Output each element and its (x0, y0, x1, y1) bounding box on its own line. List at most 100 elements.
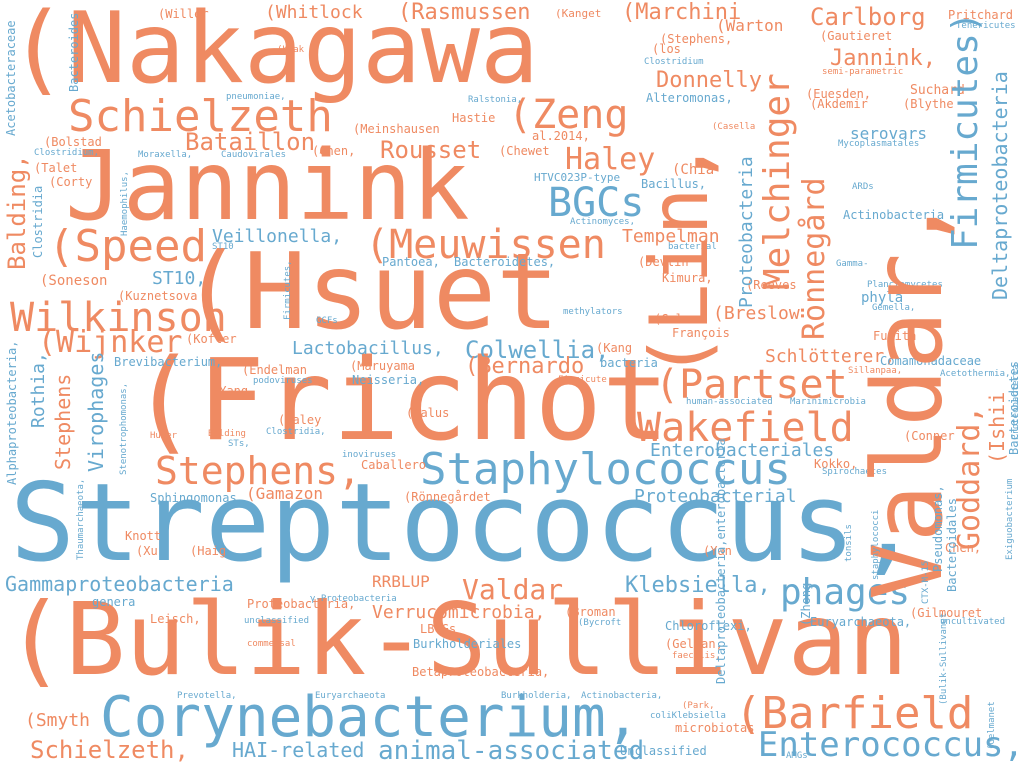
cloud-word: (Barfield (735, 688, 974, 739)
cloud-word: Acetobacteraceae (4, 20, 18, 136)
cloud-word: Alphaproteobacteria, (5, 340, 19, 486)
cloud-word: (Soneson (40, 273, 108, 289)
cloud-word: Clostridium, (34, 148, 100, 158)
cloud-word: (Gelman, (665, 637, 723, 651)
cloud-word: Streptococcus, (10, 461, 921, 586)
cloud-word: semi-parametric (822, 67, 904, 77)
cloud-word: (Park, (682, 701, 715, 711)
cloud-word: Exiguobacterium (1005, 478, 1015, 560)
cloud-word: HAI-related (232, 738, 365, 762)
cloud-word: bacterial (668, 242, 717, 252)
cloud-word: Burkholderia, (501, 691, 572, 701)
cloud-word: (Nakagawa (8, 0, 540, 106)
cloud-word: Rousset (380, 136, 482, 164)
cloud-word: podoviruses (253, 376, 313, 386)
cloud-word: ST10, (152, 268, 207, 289)
cloud-word: (Bernardo (465, 354, 585, 379)
cloud-word: (Rasmussen (398, 0, 531, 25)
cloud-word: tonsils (844, 524, 854, 562)
cloud-word: γ-Proteobacteria (310, 594, 397, 604)
cloud-word: phages (780, 572, 911, 613)
cloud-word: Balding (208, 429, 246, 439)
cloud-word: Prevotella, (177, 691, 237, 701)
cloud-word: (Kofler (186, 332, 237, 346)
cloud-word: Mycoplasmatales (838, 139, 920, 149)
cloud-word: ARDs (852, 182, 874, 192)
cloud-word: (Zhong (799, 582, 813, 626)
cloud-word: Knott (125, 529, 162, 543)
cloud-word: (Willer (158, 7, 209, 21)
cloud-word: Haemophilus, (120, 170, 130, 236)
cloud-word: (Kwak (277, 45, 305, 55)
cloud-word: Chloroflexi, (665, 619, 752, 633)
cloud-word: Enterobacteriales (650, 440, 835, 461)
cloud-word: Suchard (910, 83, 965, 98)
cloud-word: STs, (228, 439, 250, 449)
cloud-word: (Akdemir (810, 97, 868, 111)
cloud-word: (Bulik-Sullivanet (939, 612, 949, 705)
cloud-word: Enterococcus, (757, 725, 1024, 765)
cloud-word: (Haig (190, 544, 227, 558)
cloud-word: Colwellia, (465, 336, 610, 364)
cloud-word: (Blythe (903, 97, 954, 111)
cloud-word: Bataillon, (185, 128, 330, 156)
cloud-word: (Yang (212, 384, 249, 398)
cloud-word: Unclassified (620, 744, 707, 758)
cloud-word: (Chewet (499, 144, 550, 158)
cloud-word: Firmicutes) (945, 11, 986, 250)
cloud-word: (Endelman (242, 363, 308, 377)
cloud-word: (Lin, (633, 139, 726, 380)
cloud-word: (Rönnegårdet (404, 490, 491, 504)
cloud-word: Actinobacteria (843, 208, 945, 222)
cloud-word: (Breslow (713, 303, 800, 324)
cloud-word: Alteromonas, (646, 91, 733, 105)
cloud-word: Goddard, (952, 405, 987, 551)
cloud-word: Jannink (65, 130, 470, 242)
cloud-word: BGCs (548, 180, 645, 226)
cloud-word: CTX-M-15 (921, 560, 931, 604)
cloud-word: François (672, 326, 730, 340)
cloud-word: (Reeves (746, 278, 797, 292)
cloud-word: Brevibacterium, (114, 355, 223, 369)
cloud-word: inoviruses (342, 450, 397, 460)
cloud-word: Donnelly (656, 68, 762, 93)
cloud-word: (Golan (654, 312, 698, 326)
cloud-word: Bacteroides (67, 12, 81, 92)
cloud-word: (Bolstad (44, 135, 102, 149)
cloud-word: Actinomyces, (570, 217, 636, 227)
cloud-word: Veillonella, (212, 226, 343, 247)
cloud-word: serovars (850, 124, 928, 143)
cloud-word: Klebsiella, (625, 573, 771, 598)
cloud-word: Deltaproteobacteria (988, 71, 1012, 300)
cloud-word: Neisseria, (352, 373, 425, 387)
cloud-word: Marinimicrobia (790, 397, 866, 407)
cloud-word: (Kang (596, 341, 633, 355)
cloud-word: Clostridium (644, 57, 704, 67)
cloud-word: RRBLUP (372, 572, 430, 591)
cloud-word: (Smyth (25, 710, 91, 731)
cloud-word: Tempelman (622, 226, 720, 247)
cloud-word: Proteobacteria, (247, 597, 356, 611)
cloud-word: Thaumarchaeota, (76, 478, 86, 560)
cloud-word: Proteobacteria (1011, 364, 1021, 440)
cloud-word: Tenericutes (956, 21, 1016, 31)
cloud-word: Melchinger (757, 73, 798, 290)
cloud-word: HTVC023P-type (534, 171, 621, 184)
cloud-word: (Partset (655, 362, 848, 408)
cloud-word: uncultivated (940, 617, 1006, 627)
cloud-word: Staphylococcus (420, 444, 791, 495)
cloud-word: Gamma- (836, 259, 869, 269)
cloud-word: Comamonadaceae (880, 354, 982, 368)
cloud-word: (Bulik-Sullivan (5, 581, 909, 698)
cloud-word: GCFs (316, 316, 338, 326)
cloud-word: Chen, (945, 541, 982, 555)
cloud-word: (Wijnker (38, 325, 183, 360)
cloud-word: Pseudomonas, (931, 485, 945, 572)
cloud-word: Haley (565, 142, 656, 177)
cloud-word: (Broman (565, 605, 616, 619)
cloud-word: ST10 (212, 242, 234, 252)
cloud-word: Hastie (452, 111, 496, 125)
cloud-word: (Xu (136, 544, 158, 558)
cloud-word: (Zeng (508, 92, 629, 138)
